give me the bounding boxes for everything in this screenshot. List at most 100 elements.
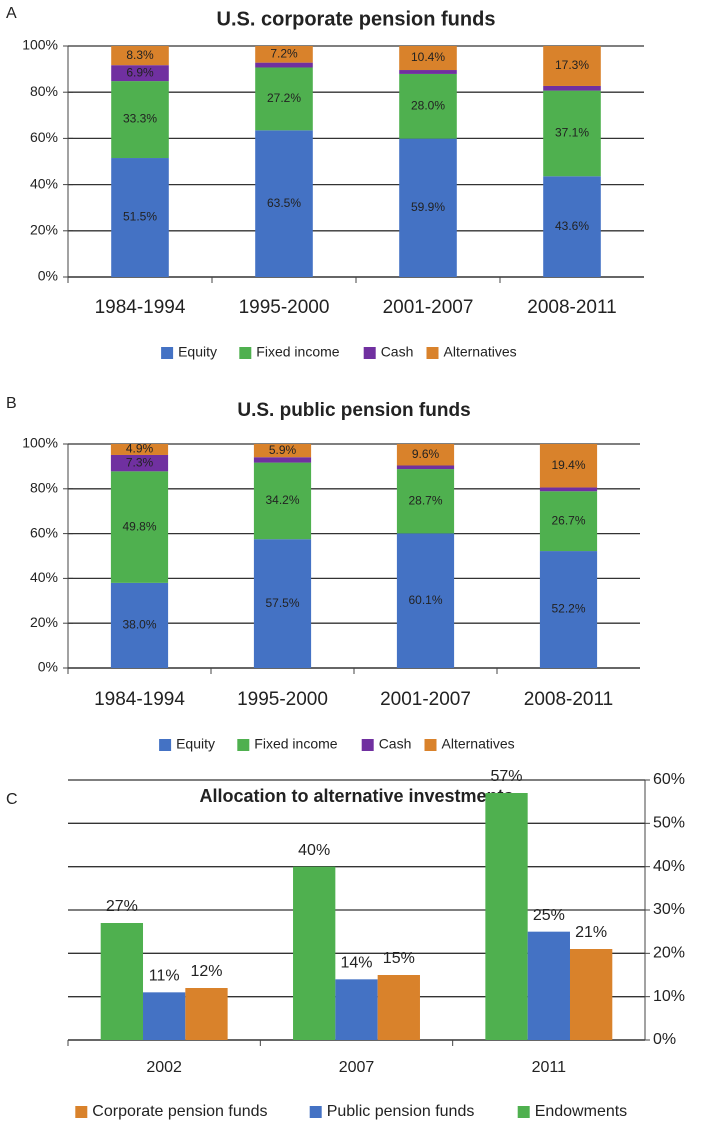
- data-label: 28.0%: [411, 98, 445, 112]
- data-label: 11%: [149, 968, 180, 985]
- bar-segment: [543, 90, 601, 177]
- data-label: 26.7%: [551, 513, 585, 527]
- bar: [485, 793, 528, 1040]
- y-tick-label: 0%: [38, 268, 58, 284]
- legend-label: Corporate pension funds: [92, 1103, 267, 1120]
- bar: [100, 923, 144, 1040]
- data-label: 19.4%: [551, 458, 585, 472]
- legend-label: Alternatives: [442, 736, 515, 752]
- legend-label: Cash: [381, 344, 414, 360]
- legend-label: Cash: [379, 736, 412, 752]
- x-tick-label: 1995-2000: [237, 689, 328, 710]
- legend-label: Endowments: [535, 1103, 628, 1120]
- data-label: 37.1%: [555, 126, 589, 140]
- data-label: 14%: [340, 955, 372, 972]
- legend-swatch: [424, 739, 437, 751]
- data-label: 27.2%: [267, 91, 301, 105]
- y-tick-label: 20%: [30, 222, 58, 238]
- legend-swatch: [237, 739, 250, 751]
- legend-swatch: [363, 347, 376, 359]
- bar-segment: [396, 465, 455, 470]
- legend-swatch: [361, 739, 374, 751]
- y-tick-label: 80%: [30, 480, 58, 496]
- x-tick-label: 2001-2007: [380, 689, 471, 710]
- data-label: 57%: [491, 768, 523, 785]
- y-tick-label: 20%: [653, 945, 685, 962]
- legend-swatch: [161, 347, 174, 359]
- chart-title: Allocation to alternative investments: [199, 786, 513, 806]
- y-tick-label: 20%: [30, 614, 58, 630]
- bar: [377, 975, 420, 1040]
- data-label: 7.2%: [270, 46, 298, 60]
- data-label: 52.2%: [551, 602, 585, 616]
- x-tick-label: 2011: [532, 1059, 567, 1076]
- legend-label: Public pension funds: [327, 1103, 475, 1120]
- data-label: 28.7%: [408, 493, 442, 507]
- data-label: 8.3%: [126, 48, 154, 62]
- x-tick-label: 2002: [146, 1059, 182, 1076]
- legend-label: Equity: [178, 344, 217, 360]
- legend-label: Alternatives: [444, 344, 517, 360]
- data-label: 15%: [383, 950, 415, 967]
- x-tick-label: 2007: [339, 1059, 375, 1076]
- bar-segment: [111, 65, 169, 82]
- data-label: 27%: [106, 898, 138, 915]
- bar-segment: [539, 491, 598, 552]
- bar-segment: [111, 46, 169, 66]
- x-tick-label: 2001-2007: [383, 297, 474, 318]
- bar: [335, 979, 378, 1040]
- y-tick-label: 30%: [653, 901, 685, 918]
- bar-segment: [396, 533, 455, 668]
- bar-segment: [539, 444, 598, 488]
- bar-segment: [539, 487, 598, 492]
- bar-segment: [543, 46, 601, 86]
- bar: [527, 931, 570, 1040]
- data-label: 40%: [298, 842, 330, 859]
- y-tick-label: 40%: [30, 175, 58, 191]
- y-tick-label: 0%: [38, 659, 58, 675]
- x-tick-label: 1984-1994: [94, 689, 185, 710]
- legend-swatch: [426, 347, 439, 359]
- data-label: 5.9%: [269, 443, 297, 457]
- legend-swatch: [309, 1106, 322, 1118]
- bar-segment: [396, 469, 455, 534]
- bar-segment: [255, 130, 313, 277]
- y-tick-label: 40%: [30, 569, 58, 585]
- data-label: 25%: [533, 907, 565, 924]
- bar-segment: [399, 46, 457, 71]
- bar-segment: [399, 138, 457, 277]
- bar-segment: [253, 457, 312, 463]
- bar-segment: [255, 67, 313, 131]
- panel-label: B: [6, 395, 17, 412]
- bar-segment: [399, 70, 457, 74]
- y-tick-label: 50%: [653, 815, 685, 832]
- bar-segment: [253, 444, 312, 458]
- x-tick-label: 2008-2011: [527, 297, 616, 318]
- data-label: 49.8%: [122, 519, 156, 533]
- legend-label: Equity: [176, 736, 215, 752]
- y-tick-label: 10%: [653, 988, 685, 1005]
- bar-segment: [255, 46, 313, 63]
- data-label: 38.0%: [122, 618, 156, 632]
- bar-segment: [253, 462, 312, 540]
- bar-segment: [110, 444, 169, 455]
- legend-swatch: [75, 1106, 88, 1118]
- legend-label: Fixed income: [254, 736, 337, 752]
- data-label: 9.6%: [412, 447, 440, 461]
- x-tick-label: 1995-2000: [239, 297, 330, 318]
- y-tick-label: 60%: [653, 771, 685, 788]
- data-label: 57.5%: [265, 596, 299, 610]
- legend-swatch: [239, 347, 252, 359]
- bar-segment: [255, 62, 313, 68]
- data-label: 17.3%: [555, 58, 589, 72]
- bar-segment: [539, 551, 598, 668]
- panel-label: A: [6, 5, 17, 22]
- data-label: 6.9%: [126, 65, 154, 79]
- legend-swatch: [517, 1106, 530, 1118]
- bar-segment: [110, 471, 169, 583]
- data-label: 60.1%: [408, 593, 442, 607]
- data-label: 33.3%: [123, 112, 157, 126]
- bar-segment: [110, 454, 169, 472]
- bar-segment: [253, 539, 312, 668]
